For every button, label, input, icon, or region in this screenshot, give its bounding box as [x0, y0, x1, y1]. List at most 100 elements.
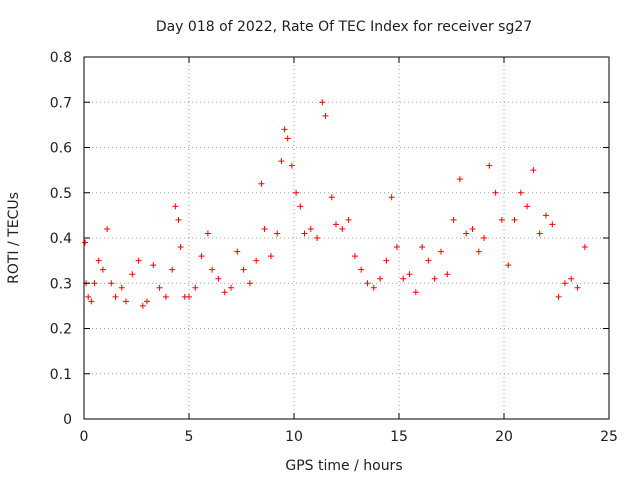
- data-point: [377, 275, 384, 282]
- data-point: [431, 275, 438, 282]
- data-point: [383, 257, 390, 264]
- data-point: [274, 230, 281, 237]
- data-point: [469, 225, 476, 232]
- data-point: [511, 216, 518, 223]
- data-point: [505, 262, 512, 269]
- data-point: [450, 216, 457, 223]
- y-tick-label: 0.8: [50, 50, 72, 66]
- y-tick-label: 0.3: [50, 276, 72, 292]
- data-point: [129, 271, 136, 278]
- data-point: [99, 266, 106, 273]
- data-point: [281, 126, 288, 133]
- data-point: [345, 216, 352, 223]
- data-point: [358, 266, 365, 273]
- data-point: [581, 244, 588, 251]
- data-point: [475, 248, 482, 255]
- data-point: [574, 284, 581, 291]
- data-point: [234, 248, 241, 255]
- data-point: [543, 212, 549, 219]
- data-point: [314, 235, 321, 241]
- data-point: [88, 298, 95, 305]
- data-point: [568, 275, 575, 282]
- data-point: [351, 253, 358, 260]
- y-tick-label: 0.4: [50, 231, 72, 247]
- y-tick-label: 0: [63, 412, 72, 428]
- x-tick-label: 10: [285, 429, 303, 445]
- data-point: [288, 162, 295, 169]
- data-point: [393, 244, 400, 251]
- x-tick-label: 25: [600, 429, 618, 445]
- data-point: [162, 293, 169, 300]
- data-point: [322, 112, 329, 119]
- data-point: [169, 266, 176, 273]
- data-point: [108, 280, 115, 287]
- y-tick-label: 0.2: [50, 322, 72, 338]
- data-point: [388, 194, 395, 201]
- data-point: [172, 203, 179, 210]
- data-point: [412, 289, 419, 296]
- data-point: [123, 298, 129, 305]
- data-point: [156, 284, 163, 291]
- data-point: [95, 257, 102, 264]
- data-point: [498, 216, 505, 223]
- data-point: [481, 235, 488, 241]
- data-point: [144, 298, 150, 305]
- data-point: [228, 284, 234, 291]
- axis-ticks: [83, 56, 610, 420]
- grid-lines: [84, 57, 609, 419]
- data-point: [85, 293, 92, 300]
- data-point: [524, 203, 531, 210]
- data-point: [339, 225, 346, 232]
- data-point: [555, 293, 562, 300]
- data-point: [364, 280, 371, 287]
- data-point: [530, 167, 537, 174]
- data-point: [284, 135, 291, 142]
- data-point: [253, 257, 260, 264]
- data-point: [463, 230, 470, 237]
- data-point: [301, 230, 308, 237]
- data-point: [240, 266, 247, 273]
- data-point: [139, 302, 146, 309]
- data-point: [486, 162, 493, 169]
- data-point: [278, 158, 285, 165]
- data-point: [319, 99, 326, 106]
- data-point: [517, 189, 524, 196]
- data-point: [215, 275, 222, 282]
- data-point: [186, 293, 192, 300]
- x-tick-label: 15: [390, 429, 408, 445]
- data-point: [258, 180, 265, 187]
- data-point: [419, 244, 426, 251]
- data-point: [82, 239, 89, 246]
- y-axis-label: ROTI / TECUs: [6, 192, 22, 284]
- data-point: [204, 230, 211, 237]
- data-point: [456, 176, 463, 183]
- data-point: [104, 225, 111, 232]
- data-point: [307, 225, 314, 232]
- y-tick-label: 0.6: [50, 141, 72, 157]
- data-point: [150, 262, 157, 269]
- data-point: [267, 253, 274, 260]
- data-point: [492, 189, 499, 196]
- data-point: [438, 248, 444, 255]
- data-point: [333, 221, 339, 228]
- y-tick-label: 0.7: [50, 95, 72, 111]
- data-point: [91, 280, 98, 287]
- chart-title: Day 018 of 2022, Rate Of TEC Index for r…: [156, 19, 532, 35]
- x-axis-label: GPS time / hours: [285, 458, 402, 474]
- y-tick-label: 0.5: [50, 186, 72, 202]
- data-point: [118, 284, 125, 291]
- data-point: [198, 253, 205, 260]
- plot-frame: [83, 56, 610, 420]
- data-point: [293, 189, 300, 196]
- data-point: [112, 293, 119, 300]
- data-point: [192, 284, 199, 291]
- x-tick-label: 5: [185, 429, 194, 445]
- data-point: [549, 221, 556, 228]
- data-point: [370, 284, 377, 291]
- x-tick-label: 0: [80, 429, 89, 445]
- data-point: [221, 289, 228, 296]
- data-point: [328, 194, 335, 201]
- data-point: [425, 257, 432, 264]
- data-points: [82, 99, 588, 309]
